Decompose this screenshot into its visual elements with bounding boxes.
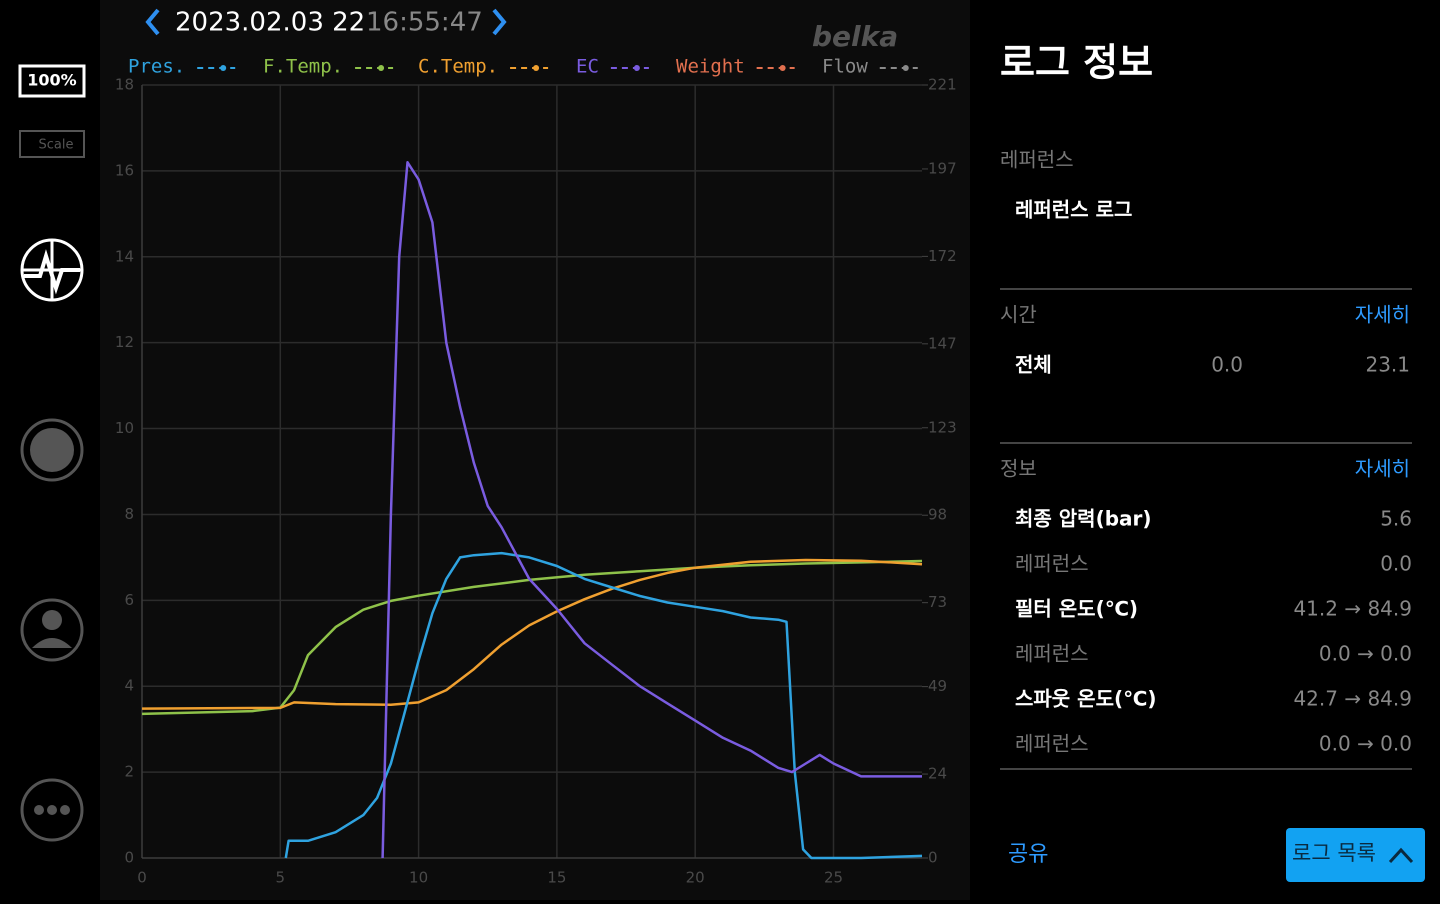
detail-link[interactable]: 자세히 [1355, 303, 1410, 327]
y2-tick-label: 172 [928, 247, 957, 265]
time: 16:55:47 [366, 8, 483, 38]
reference-value[interactable]: 레퍼런스 로그 [1015, 198, 1132, 222]
y2-tick-label: 0 [928, 849, 938, 867]
log-panel: 로그 정보 레퍼런스 레퍼런스 로그 시간 자세히 전체 0.0 23.1 정보… [1000, 41, 1425, 882]
x-tick-label: 0 [137, 869, 147, 887]
section-label: 레퍼런스 [1000, 148, 1074, 172]
row-label: 레퍼런스 [1015, 732, 1089, 756]
y-tick-label: 12 [115, 333, 134, 351]
row-label: 레퍼런스 [1015, 552, 1089, 576]
y2-tick-label: 221 [928, 76, 957, 94]
chevron-up [1388, 847, 1414, 864]
row-value: 5.6 [1380, 507, 1412, 531]
legend-dot [779, 65, 786, 71]
scale-badge[interactable] [19, 130, 85, 158]
chart-background [100, 0, 970, 900]
y-tick-label: 6 [124, 591, 134, 609]
legend-label: F.Temp. [263, 56, 343, 78]
row-value: 42.7 → 84.9 [1293, 687, 1412, 711]
y-tick-label: 4 [124, 677, 134, 695]
next-button[interactable] [492, 8, 507, 36]
legend-label: Weight [676, 56, 745, 78]
y-tick-label: 18 [115, 76, 134, 94]
y-tick-label: 8 [124, 505, 134, 523]
zoom-label: 100% [27, 71, 76, 90]
more-icon[interactable] [20, 778, 84, 842]
y2-tick-label: 147 [928, 334, 957, 352]
date: 2023.02.03 22 [175, 8, 365, 38]
row-label: 필터 온도(℃) [1015, 597, 1138, 621]
y2-tick-label: 73 [928, 593, 947, 611]
y-tick-label: 10 [115, 419, 134, 437]
info-rows: 최종 압력(bar) 5.6 레퍼런스 0.0 필터 온도(℃) 41.2 → 84.9 레… [1015, 507, 1412, 756]
series-line [284, 551, 923, 860]
legend-dot [633, 65, 640, 71]
series-line [141, 558, 923, 710]
row-label: 최종 압력(bar) [1015, 507, 1152, 531]
detail-link[interactable]: 자세히 [1355, 457, 1410, 481]
y-tick-label: 2 [124, 763, 134, 781]
chart: 0246810121416180244973981231471721972210… [115, 56, 957, 887]
series-line [141, 559, 923, 716]
row-label: 스파웃 온도(℃) [1015, 687, 1156, 711]
legend-dot [533, 65, 540, 71]
section-label: 정보 [1000, 457, 1037, 481]
list-button-label: 로그 목록 [1292, 841, 1376, 865]
row-label: 레퍼런스 [1015, 642, 1089, 666]
zoom-badge[interactable] [18, 64, 86, 98]
x-tick-label: 25 [824, 869, 843, 887]
y2-tick-label: 24 [928, 765, 947, 783]
logo: belka [812, 20, 898, 53]
row-value: 41.2 → 84.9 [1293, 597, 1412, 621]
x-tick-label: 10 [409, 869, 428, 887]
row-value: 0.0 → 0.0 [1319, 642, 1412, 666]
y-tick-label: 16 [115, 161, 134, 179]
scale-label: Scale [39, 138, 74, 153]
y-tick-label: 0 [124, 849, 134, 867]
row-value: 0.0 → 0.0 [1319, 732, 1412, 756]
legend-label: Flow [822, 56, 868, 78]
x-tick-label: 5 [276, 869, 286, 887]
y-tick-label: 14 [115, 247, 134, 265]
panel-title: 로그 정보 [1000, 41, 1153, 85]
y2-tick-label: 98 [928, 506, 947, 524]
share-link[interactable]: 공유 [1008, 842, 1048, 867]
wave-icon[interactable] [20, 238, 84, 302]
row-label: 전체 [1015, 353, 1052, 377]
legend-label: EC [576, 56, 599, 78]
legend-label: Pres. [128, 56, 185, 78]
x-tick-label: 15 [547, 869, 566, 887]
x-tick-label: 20 [686, 869, 705, 887]
record-icon[interactable] [20, 418, 84, 482]
series-line [381, 161, 922, 859]
row-value: 0.0 [1380, 552, 1412, 576]
legend-dot [378, 65, 385, 71]
section-label: 시간 [1000, 303, 1037, 327]
row-value: 0.0 [1211, 353, 1243, 377]
list-button[interactable] [1286, 828, 1425, 882]
legend-dot [902, 65, 909, 71]
y2-tick-label: 123 [928, 418, 957, 436]
prev-button[interactable] [145, 8, 160, 36]
row-value: 23.1 [1365, 353, 1410, 377]
legend-dot [220, 65, 227, 71]
profile-icon[interactable] [20, 598, 84, 662]
legend-label: C.Temp. [418, 56, 498, 78]
y2-tick-label: 197 [928, 159, 957, 177]
y2-tick-label: 49 [928, 677, 947, 695]
